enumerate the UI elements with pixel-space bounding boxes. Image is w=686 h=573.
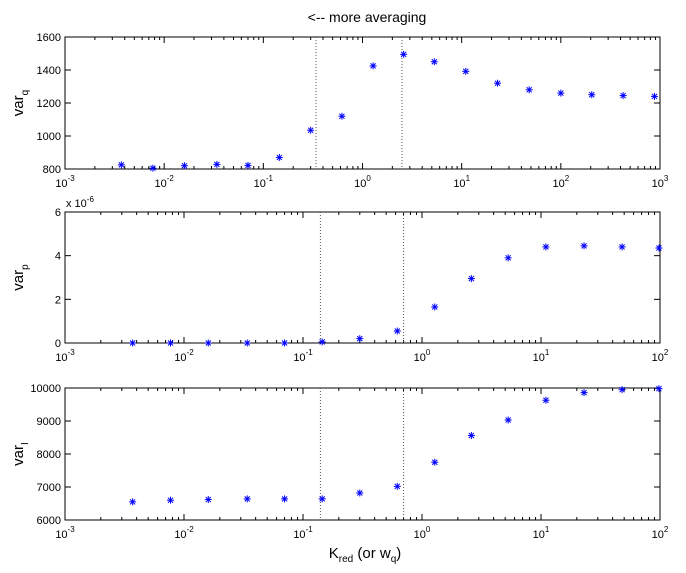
x-tick-label: 10-3 xyxy=(55,348,75,364)
data-point xyxy=(430,58,438,66)
data-point xyxy=(650,92,658,100)
data-point xyxy=(655,244,663,252)
axes-box xyxy=(64,387,661,521)
y-tick-label: 1000 xyxy=(37,131,61,143)
data-point xyxy=(281,495,289,503)
y-tick-label: 6 xyxy=(55,207,61,219)
x-tick-label: 102 xyxy=(652,348,669,364)
data-point xyxy=(244,161,252,169)
data-point xyxy=(356,335,364,343)
data-point xyxy=(431,458,439,466)
x-tick-label: 10-2 xyxy=(174,348,194,364)
data-point xyxy=(462,67,470,75)
data-point xyxy=(149,164,157,172)
data-point xyxy=(307,126,315,134)
panel-var-q: 10-3 10-2 10-1 100 101 102 103 800 1000 1200 1400 1… xyxy=(10,32,669,190)
y-tick-label: 1200 xyxy=(37,98,61,110)
y-tick-label: 6000 xyxy=(37,515,61,527)
data-point xyxy=(580,389,588,397)
data-point xyxy=(243,495,251,503)
data-point xyxy=(281,339,289,347)
x-tick-label: 102 xyxy=(552,174,569,190)
data-point xyxy=(369,62,377,70)
y-tick-label: 9000 xyxy=(37,416,61,428)
axes-box xyxy=(64,36,661,170)
y-tick-label: 10000 xyxy=(30,383,61,395)
data-point xyxy=(204,339,212,347)
x-tick-label: 101 xyxy=(453,174,470,190)
x-tick-label: 100 xyxy=(414,525,431,541)
data-point xyxy=(557,89,565,97)
panel-var-i: 10-3 10-2 10-1 100 101 102 6000 7000 8000 9000 100… xyxy=(10,383,669,541)
x-axis-label: Kred (or wq) xyxy=(329,545,402,565)
data-point xyxy=(204,496,212,504)
data-point xyxy=(618,386,626,394)
y-tick-label: 8000 xyxy=(37,449,61,461)
data-point xyxy=(542,243,550,251)
data-point xyxy=(525,86,533,94)
x-tick-label: 102 xyxy=(652,525,669,541)
figure-title: <-- more averaging xyxy=(308,9,427,25)
x-tick-label: 101 xyxy=(533,348,550,364)
y-tick-label: 800 xyxy=(43,164,61,176)
data-point xyxy=(117,161,125,169)
data-point xyxy=(129,339,137,347)
y-axis-label: varp xyxy=(10,264,31,291)
x-tick-label: 10-2 xyxy=(154,174,174,190)
y-tick-label: 2 xyxy=(55,294,61,306)
data-point xyxy=(467,275,475,283)
data-point xyxy=(318,338,326,346)
x-tick-label: 10-1 xyxy=(254,174,274,190)
data-point xyxy=(619,92,627,100)
x-tick-label: 10-1 xyxy=(293,525,313,541)
data-point xyxy=(467,432,475,440)
data-point xyxy=(338,112,346,120)
data-point xyxy=(213,160,221,168)
data-point xyxy=(504,416,512,424)
data-point xyxy=(400,50,408,58)
y-scale-note: x 10-6 xyxy=(66,195,94,210)
data-point xyxy=(494,79,502,87)
data-point xyxy=(504,254,512,262)
y-tick-label: 1400 xyxy=(37,65,61,77)
x-tick-label: 10-2 xyxy=(174,525,194,541)
data-point xyxy=(166,496,174,504)
y-axis-label: varq xyxy=(10,90,31,116)
y-tick-label: 7000 xyxy=(37,482,61,494)
data-point xyxy=(588,91,596,99)
panel-var-p: 10-3 10-2 10-1 100 101 102 0 2 4 6 x 10-6 varp xyxy=(10,195,669,364)
data-point xyxy=(129,498,137,506)
y-tick-label: 4 xyxy=(55,251,61,263)
y-axis-label: varI xyxy=(10,442,31,466)
data-point xyxy=(243,339,251,347)
data-point xyxy=(393,327,401,335)
x-tick-label: 100 xyxy=(414,348,431,364)
axes-box xyxy=(64,211,661,344)
x-tick-label: 10-3 xyxy=(55,174,75,190)
data-point xyxy=(655,385,663,393)
x-tick-label: 10-3 xyxy=(55,525,75,541)
data-point xyxy=(356,489,364,497)
x-tick-label: 100 xyxy=(354,174,371,190)
data-point xyxy=(431,303,439,311)
data-point xyxy=(542,396,550,404)
data-point xyxy=(275,153,283,161)
y-tick-label: 1600 xyxy=(37,32,61,44)
x-tick-label: 10-1 xyxy=(293,348,313,364)
x-tick-label: 103 xyxy=(652,174,669,190)
data-point xyxy=(166,339,174,347)
x-tick-label: 101 xyxy=(533,525,550,541)
data-point xyxy=(318,495,326,503)
data-point xyxy=(180,162,188,170)
y-tick-label: 0 xyxy=(55,338,61,350)
data-point xyxy=(580,242,588,250)
data-point xyxy=(393,482,401,490)
data-point xyxy=(618,243,626,251)
